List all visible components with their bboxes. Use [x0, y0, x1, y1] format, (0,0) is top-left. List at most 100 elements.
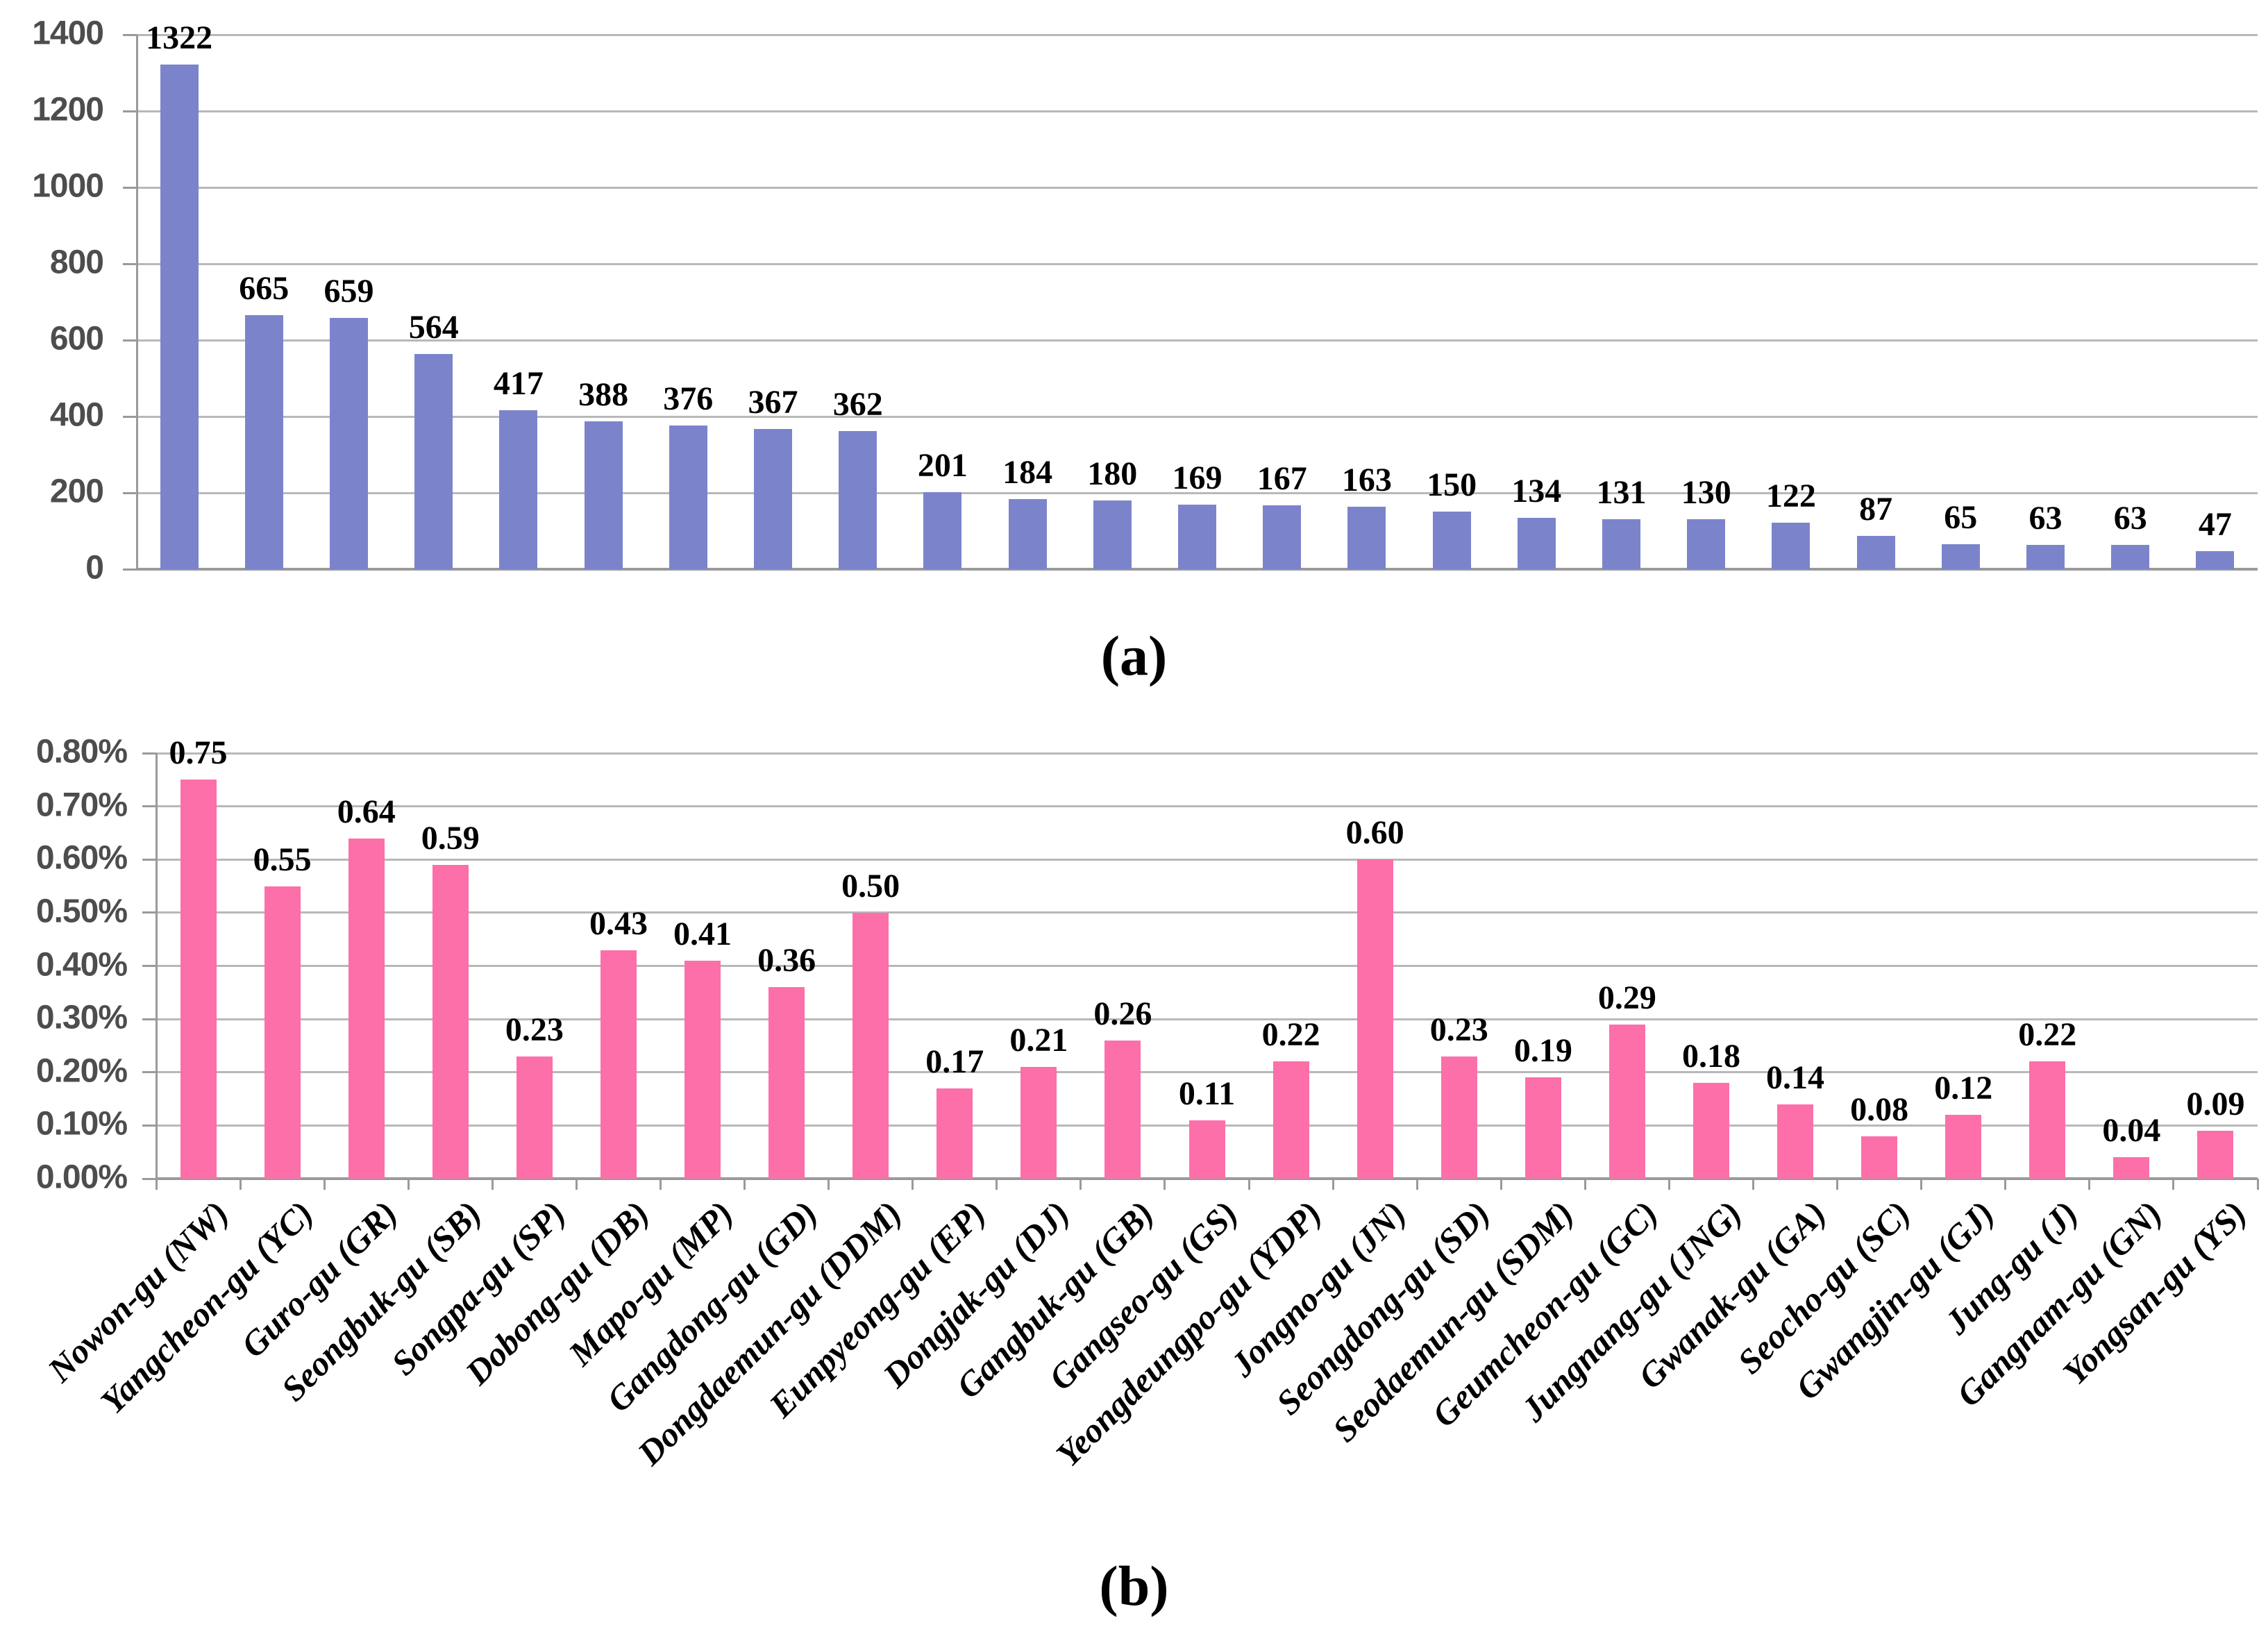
- y-axis-tick-label: 1000: [32, 167, 104, 205]
- bar: [1692, 1083, 1729, 1179]
- y-axis-tick: [123, 415, 137, 418]
- bar: [936, 1088, 973, 1179]
- x-axis-tick: [1668, 1179, 1670, 1190]
- x-axis-tick: [828, 1179, 830, 1190]
- bar-value-label: 362: [832, 386, 883, 423]
- bar: [2113, 1157, 2150, 1179]
- bar-value-label: 169: [1172, 460, 1223, 496]
- y-axis-tick: [142, 805, 156, 808]
- gridline: [156, 858, 2258, 861]
- y-axis-tick: [123, 110, 137, 112]
- y-axis-tick: [123, 262, 137, 265]
- bar: [1602, 519, 1640, 569]
- bar: [1272, 1061, 1309, 1179]
- bar: [414, 354, 453, 569]
- bar-value-label: 0.22: [1261, 1016, 1320, 1053]
- y-axis-tick-label: 0.50%: [35, 893, 128, 930]
- gridline: [137, 491, 2258, 494]
- bar: [754, 429, 792, 569]
- bar-value-label: 417: [493, 365, 544, 402]
- y-axis-tick: [142, 1071, 156, 1074]
- x-axis-tick: [1416, 1179, 1418, 1190]
- bar: [180, 780, 217, 1179]
- bar-value-label: 63: [2113, 500, 2147, 537]
- bar: [1941, 544, 1980, 569]
- y-axis-tick-label: 0.80%: [35, 733, 128, 771]
- bar: [1093, 500, 1132, 569]
- x-axis-tick: [1332, 1179, 1334, 1190]
- bar-value-label: 87: [1859, 491, 1893, 528]
- bar-value-label: 131: [1596, 474, 1647, 511]
- bar: [2029, 1061, 2066, 1179]
- bar: [584, 421, 623, 569]
- bar-value-label: 0.55: [253, 841, 312, 878]
- x-axis-tick: [996, 1179, 998, 1190]
- bar-value-label: 184: [1002, 454, 1053, 491]
- bar: [1104, 1041, 1141, 1179]
- bar-value-label: 376: [663, 380, 714, 417]
- y-axis-tick: [142, 1177, 156, 1180]
- x-axis-tick: [2088, 1179, 2091, 1190]
- x-axis-tick: [575, 1179, 578, 1190]
- gridline: [137, 415, 2258, 418]
- x-axis-tick: [1584, 1179, 1586, 1190]
- caption-a: (a): [1100, 624, 1168, 687]
- bar: [330, 318, 368, 569]
- x-axis-tick: [1836, 1179, 1839, 1190]
- bar-value-label: 65: [1944, 499, 1978, 536]
- gridline: [137, 110, 2258, 112]
- caption-b: (b): [1099, 1554, 1169, 1617]
- bar: [1777, 1104, 1814, 1179]
- y-axis-tick-label: 0: [85, 549, 104, 587]
- x-axis-tick: [1080, 1179, 1082, 1190]
- y-axis-tick-label: 1400: [32, 15, 104, 52]
- bar: [244, 315, 283, 569]
- bar: [1008, 499, 1047, 569]
- bar-value-label: 0.12: [1934, 1070, 1993, 1106]
- bar: [160, 65, 199, 569]
- gridline: [156, 805, 2258, 808]
- y-axis-tick-label: 0.10%: [35, 1105, 128, 1143]
- bar-value-label: 180: [1087, 455, 1138, 492]
- y-axis-tick: [142, 911, 156, 914]
- bar-value-label: 0.60: [1345, 814, 1404, 851]
- x-axis-tick: [1164, 1179, 1166, 1190]
- bar: [684, 961, 721, 1179]
- y-axis-tick: [123, 186, 137, 189]
- x-axis-tick: [2004, 1179, 2007, 1190]
- bar: [348, 839, 385, 1179]
- bar: [852, 913, 889, 1179]
- bar: [600, 950, 637, 1179]
- y-axis-tick: [142, 1124, 156, 1127]
- y-axis-tick: [123, 491, 137, 494]
- bar: [2026, 545, 2065, 569]
- y-axis-tick: [142, 1018, 156, 1020]
- x-axis-tick: [1500, 1179, 1502, 1190]
- bar: [1687, 519, 1726, 569]
- bar-value-label: 0.17: [925, 1043, 984, 1080]
- y-axis-tick: [123, 339, 137, 342]
- bar: [839, 431, 877, 569]
- bar: [1524, 1077, 1561, 1179]
- bar-value-label: 0.23: [1429, 1011, 1488, 1048]
- gridline: [137, 186, 2258, 189]
- bar-value-label: 0.21: [1009, 1022, 1068, 1059]
- gridline: [156, 1071, 2258, 1074]
- bar-value-label: 0.26: [1093, 995, 1152, 1032]
- bar-value-label: 0.09: [2186, 1086, 2245, 1122]
- bar-value-label: 0.19: [1513, 1032, 1572, 1069]
- y-axis-tick-label: 800: [49, 244, 104, 281]
- x-axis-tick: [1248, 1179, 1250, 1190]
- y-axis-line: [155, 753, 158, 1179]
- bar: [1020, 1067, 1057, 1179]
- bar: [1178, 505, 1216, 569]
- bar: [499, 410, 538, 569]
- y-axis-tick-label: 200: [49, 473, 104, 510]
- y-axis-tick-label: 600: [49, 320, 104, 357]
- x-axis-tick: [912, 1179, 914, 1190]
- gridline: [137, 262, 2258, 265]
- bar-value-label: 1322: [146, 19, 213, 56]
- x-axis-tick: [155, 1179, 158, 1190]
